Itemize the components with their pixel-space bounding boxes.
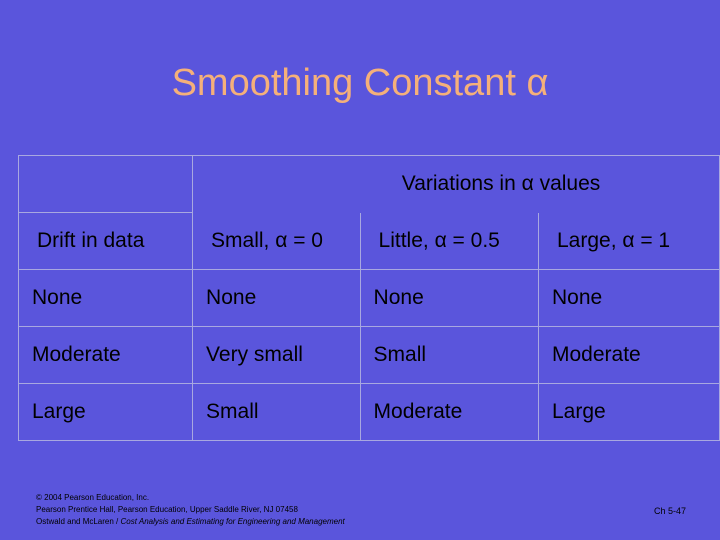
copyright: © 2004 Pearson Education, Inc. xyxy=(36,493,150,502)
credit: Ostwald and McLaren / Cost Analysis and … xyxy=(36,516,345,528)
table-cell: Moderate xyxy=(359,383,539,441)
table-cell: Small xyxy=(359,326,539,384)
table: Variations in α values Drift in data Smal… xyxy=(17,155,720,441)
table-cell: Large xyxy=(17,383,194,441)
slide-title: Smoothing Constant α xyxy=(171,62,549,104)
column-header: Large, α = 1 xyxy=(537,212,720,270)
table-cell: None xyxy=(192,269,361,327)
book-title: Cost Analysis and Estimating for Enginee… xyxy=(120,517,345,526)
column-header: Small, α = 0 xyxy=(192,212,361,270)
table-row: Moderate Very small Small Moderate xyxy=(17,326,720,384)
table-cell: Moderate xyxy=(537,326,720,384)
group-header: Variations in α values xyxy=(192,155,720,213)
table-row: None None None None xyxy=(17,269,720,327)
column-header: Little, α = 0.5 xyxy=(359,212,539,270)
table-cell: Small xyxy=(192,383,361,441)
table-cell: None xyxy=(537,269,720,327)
table-cell: Large xyxy=(537,383,720,441)
table-cell: None xyxy=(359,269,539,327)
page-number: Ch 5-47 xyxy=(654,506,687,516)
table-cell: Very small xyxy=(192,326,361,384)
footer: © 2004 Pearson Education, Inc. Pearson P… xyxy=(36,492,345,528)
header-row: Drift in data Small, α = 0 Little, α = 0.5… xyxy=(17,212,720,270)
authors: Ostwald and McLaren / xyxy=(36,517,121,526)
table-cell: Moderate xyxy=(17,326,194,384)
table-row: Large Small Moderate Large xyxy=(17,383,720,441)
publisher: Pearson Prentice Hall, Pearson Education… xyxy=(36,505,298,514)
table-cell: None xyxy=(17,269,194,327)
column-header: Drift in data xyxy=(17,212,194,270)
empty-cell xyxy=(17,155,194,213)
